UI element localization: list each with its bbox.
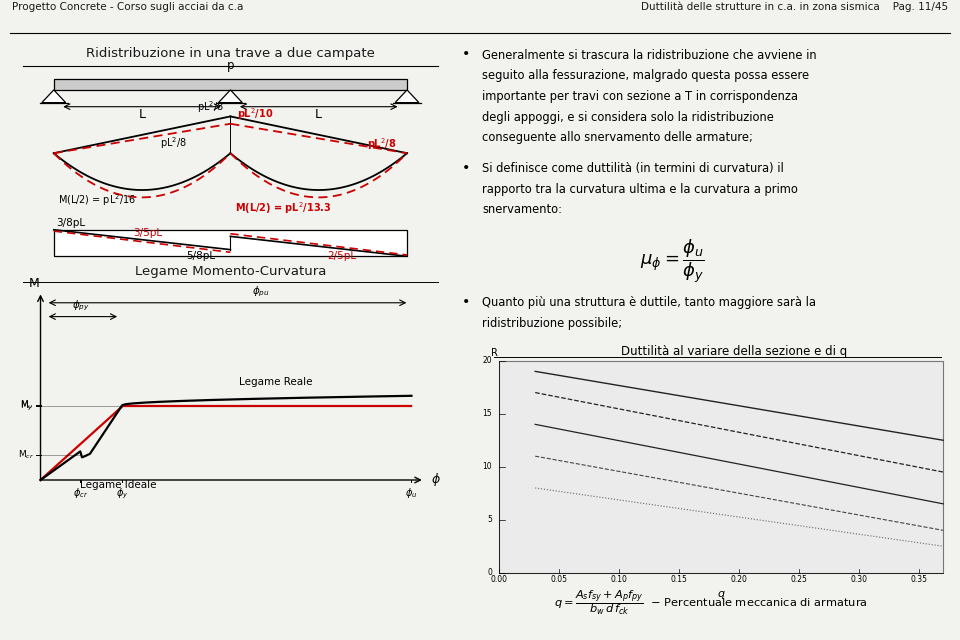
- Text: L: L: [315, 108, 323, 122]
- Text: 0.25: 0.25: [791, 575, 807, 584]
- Text: 10: 10: [482, 462, 492, 471]
- Text: p: p: [227, 60, 234, 72]
- Text: seguito alla fessurazione, malgrado questa possa essere: seguito alla fessurazione, malgrado ques…: [482, 69, 809, 83]
- Text: 5: 5: [487, 515, 492, 524]
- Text: 0: 0: [487, 568, 492, 577]
- Polygon shape: [42, 90, 65, 102]
- Text: 0.30: 0.30: [851, 575, 868, 584]
- Bar: [499, 361, 943, 573]
- Text: M$_u$: M$_u$: [20, 399, 34, 412]
- Text: M: M: [29, 277, 39, 290]
- Text: 15: 15: [482, 409, 492, 419]
- Text: 2/5pL: 2/5pL: [327, 252, 357, 262]
- Text: Legame Reale: Legame Reale: [239, 377, 313, 387]
- Text: $q = \dfrac{A_s f_{sy} + A_p f_{py}}{b_w\,d\,f_{ck}}$  $-$ Percentuale meccanica: $q = \dfrac{A_s f_{sy} + A_p f_{py}}{b_w…: [554, 589, 867, 618]
- Text: snervamento:: snervamento:: [482, 204, 563, 216]
- Text: M(L/2) = pL$^2$/13.3: M(L/2) = pL$^2$/13.3: [235, 200, 331, 216]
- Text: 0.35: 0.35: [911, 575, 927, 584]
- Text: 20: 20: [482, 356, 492, 365]
- Text: $\phi$: $\phi$: [431, 472, 442, 488]
- Text: pL$^2$/8: pL$^2$/8: [368, 136, 396, 152]
- Text: L: L: [138, 108, 146, 122]
- Bar: [54, 230, 407, 256]
- Text: 0.20: 0.20: [731, 575, 748, 584]
- Text: Si definisce come duttilità (in termini di curvatura) il: Si definisce come duttilità (in termini …: [482, 162, 784, 175]
- Text: •: •: [462, 294, 469, 308]
- Text: $\mu_\phi = \dfrac{\phi_u}{\phi_y}$: $\mu_\phi = \dfrac{\phi_u}{\phi_y}$: [639, 237, 705, 285]
- Text: conseguente allo snervamento delle armature;: conseguente allo snervamento delle armat…: [482, 131, 754, 144]
- Text: rapporto tra la curvatura ultima e la curvatura a primo: rapporto tra la curvatura ultima e la cu…: [482, 182, 799, 196]
- Text: 0.05: 0.05: [551, 575, 567, 584]
- Text: Quanto più una struttura è duttile, tanto maggiore sarà la: Quanto più una struttura è duttile, tant…: [482, 296, 816, 309]
- Text: 0.10: 0.10: [611, 575, 628, 584]
- Text: Duttilità al variare della sezione e di q: Duttilità al variare della sezione e di …: [621, 344, 848, 358]
- Text: 3/8pL: 3/8pL: [56, 218, 85, 228]
- Bar: [54, 79, 407, 90]
- Text: 0.00: 0.00: [491, 575, 508, 584]
- Text: $\phi_{pu}$: $\phi_{pu}$: [252, 285, 270, 300]
- Text: Duttilità delle strutture in c.a. in zona sismica    Pag. 11/45: Duttilità delle strutture in c.a. in zon…: [641, 2, 948, 12]
- Text: 0.15: 0.15: [671, 575, 687, 584]
- Polygon shape: [219, 90, 242, 102]
- Text: $q$: $q$: [717, 589, 726, 601]
- Text: Legame Momento-Curvatura: Legame Momento-Curvatura: [134, 265, 326, 278]
- Text: M(L/2) = pL$^2$/16: M(L/2) = pL$^2$/16: [59, 193, 136, 208]
- Text: ridistribuzione possibile;: ridistribuzione possibile;: [482, 317, 622, 330]
- Text: •: •: [462, 47, 469, 61]
- Text: $\phi_y$: $\phi_y$: [116, 486, 129, 501]
- Text: Ridistribuzione in una trave a due campate: Ridistribuzione in una trave a due campa…: [86, 47, 374, 60]
- Text: $\phi_{py}$: $\phi_{py}$: [72, 299, 90, 313]
- Text: 5/8pL: 5/8pL: [186, 252, 215, 262]
- Text: Progetto Concrete - Corso sugli acciai da c.a: Progetto Concrete - Corso sugli acciai d…: [12, 2, 243, 12]
- Text: M$_y$: M$_y$: [20, 400, 34, 413]
- Text: degli appoggi, e si considera solo la ridistribuzione: degli appoggi, e si considera solo la ri…: [482, 111, 775, 124]
- Text: pL$^2$/8: pL$^2$/8: [159, 135, 186, 151]
- Text: Generalmente si trascura la ridistribuzione che avviene in: Generalmente si trascura la ridistribuzi…: [482, 49, 817, 61]
- Text: $\phi_u$: $\phi_u$: [405, 486, 418, 500]
- Text: 3/5pL: 3/5pL: [133, 228, 162, 238]
- Text: pL$^2$/8: pL$^2$/8: [197, 99, 224, 115]
- Text: •: •: [462, 161, 469, 175]
- Text: pL$^2$/10: pL$^2$/10: [237, 106, 274, 122]
- Text: R: R: [491, 348, 498, 358]
- Polygon shape: [396, 90, 419, 102]
- Text: Legame Ideale: Legame Ideale: [81, 480, 156, 490]
- Text: importante per travi con sezione a T in corrispondenza: importante per travi con sezione a T in …: [482, 90, 799, 103]
- Text: M$_{cr}$: M$_{cr}$: [17, 449, 34, 461]
- Text: $\phi_{cr}$: $\phi_{cr}$: [73, 486, 88, 500]
